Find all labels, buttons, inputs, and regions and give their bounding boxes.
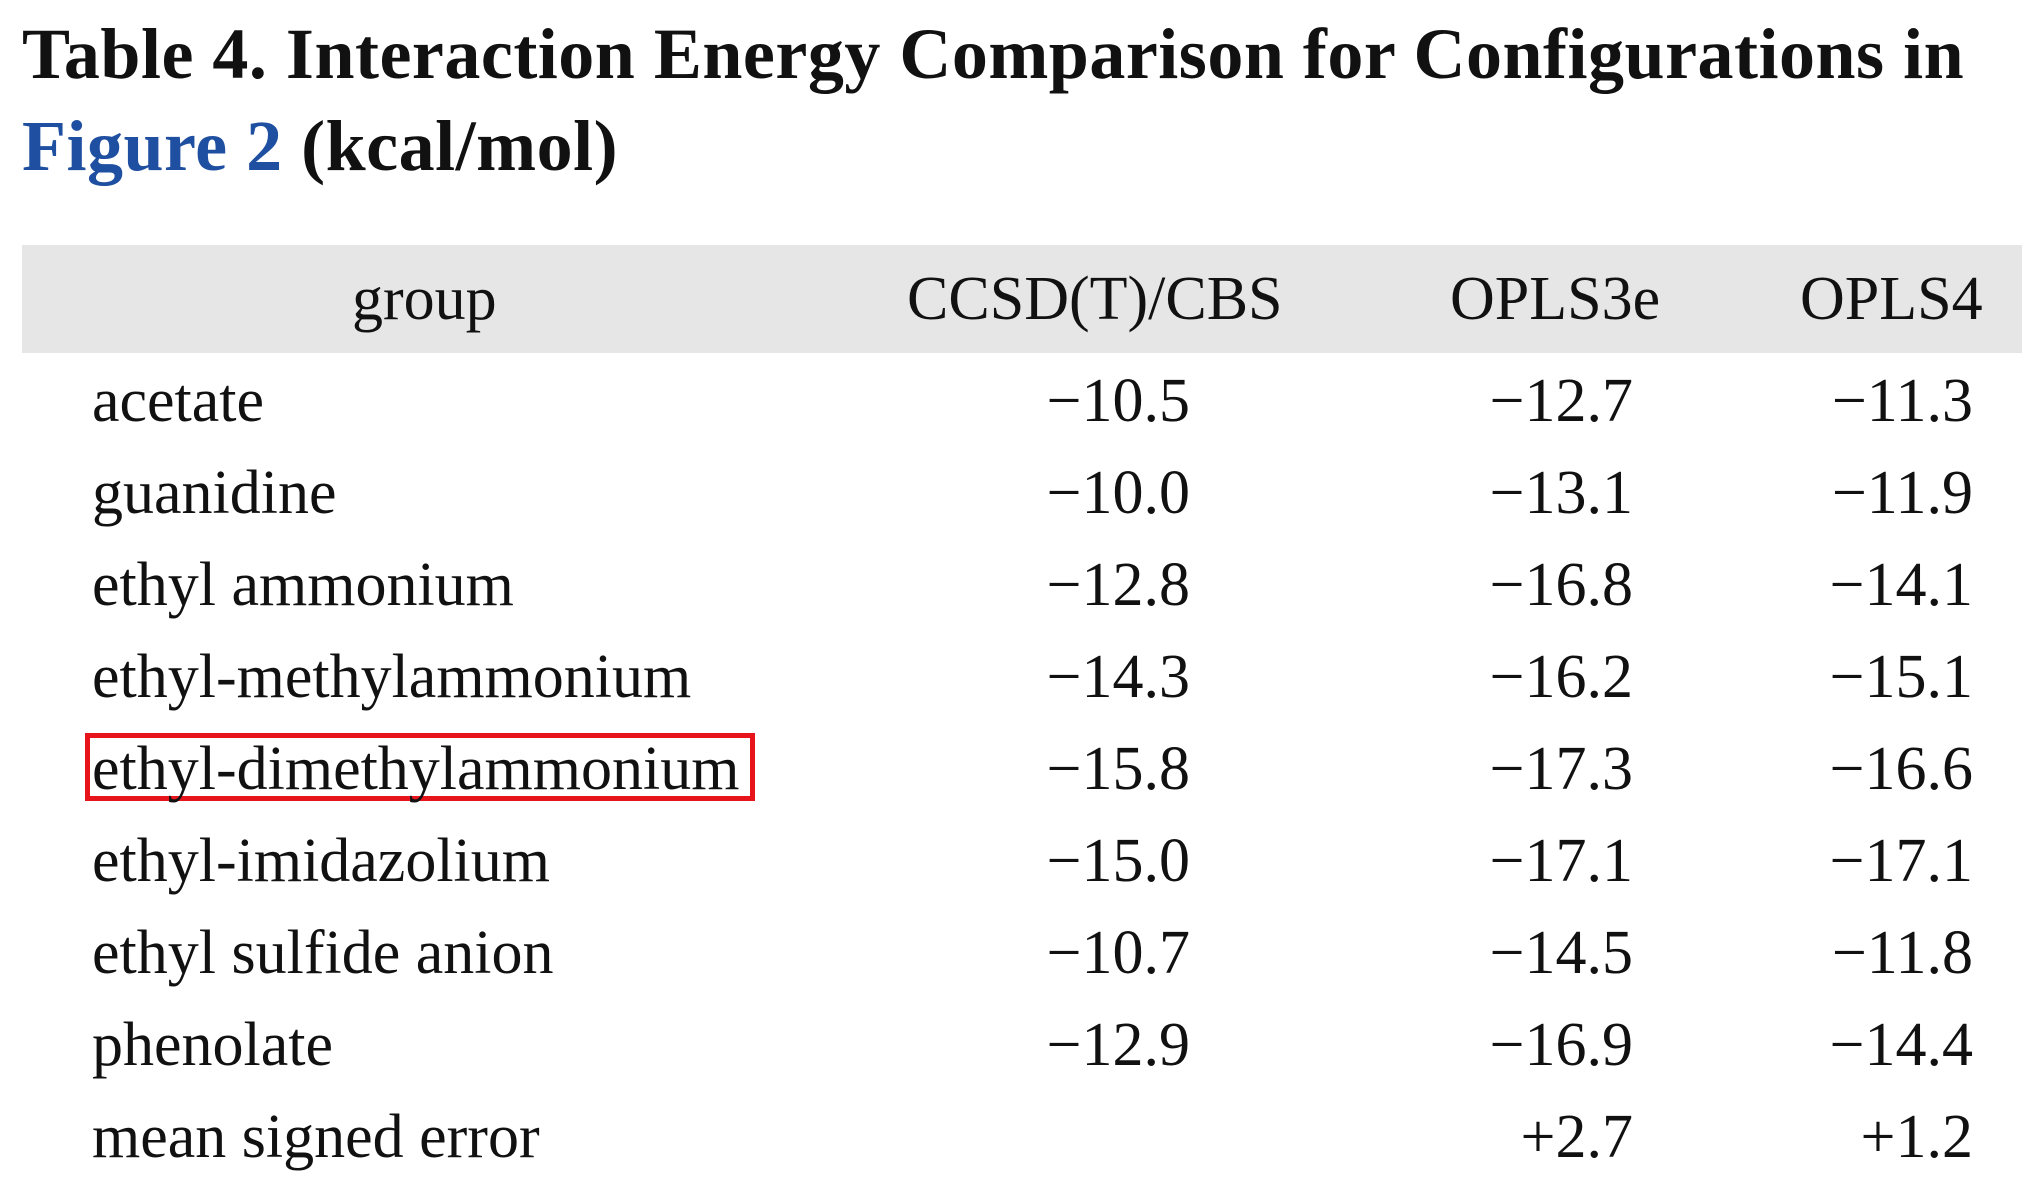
opls4-cell: −11.9 <box>1831 459 1973 527</box>
opls3e-cell: −14.5 <box>1489 919 1633 987</box>
table-row: guanidine −10.0 −13.1 −11.9 <box>0 447 2044 539</box>
ccsd-cell: −10.7 <box>1046 919 1190 987</box>
opls4-cell: −16.6 <box>1829 735 1973 803</box>
ccsd-cell: −15.0 <box>1046 827 1190 895</box>
group-cell: ethyl sulfide anion <box>92 919 554 987</box>
column-header-ccsd: CCSD(T)/CBS <box>907 265 1283 333</box>
group-cell: ethyl-dimethylammonium <box>92 735 740 803</box>
group-cell: guanidine <box>92 459 337 527</box>
group-cell: mean signed error <box>92 1103 540 1171</box>
caption-suffix: (kcal/mol) <box>282 106 619 186</box>
table-row-highlighted: ethyl-dimethylammonium −15.8 −17.3 −16.6 <box>0 723 2044 815</box>
ccsd-cell: −12.8 <box>1046 551 1190 619</box>
figure-2-link[interactable]: Figure 2 <box>22 106 283 186</box>
table-row: acetate −10.5 −12.7 −11.3 <box>0 355 2044 447</box>
opls4-cell: −14.1 <box>1829 551 1973 619</box>
table-row-summary: mean signed error +2.7 +1.2 <box>0 1091 2044 1183</box>
group-cell: acetate <box>92 367 265 435</box>
opls3e-cell: +2.7 <box>1520 1103 1633 1171</box>
opls3e-cell: −17.3 <box>1489 735 1633 803</box>
column-header-opls4: OPLS4 <box>1800 265 1983 333</box>
table-row: ethyl-imidazolium −15.0 −17.1 −17.1 <box>0 815 2044 907</box>
opls4-cell: −14.4 <box>1829 1011 1973 1079</box>
opls3e-cell: −17.1 <box>1489 827 1633 895</box>
opls3e-cell: −16.9 <box>1489 1011 1633 1079</box>
ccsd-cell: −10.0 <box>1046 459 1190 527</box>
table-header-band <box>22 245 2022 353</box>
opls4-cell: −11.8 <box>1831 919 1973 987</box>
group-cell: ethyl-methylammonium <box>92 643 692 711</box>
table-row: ethyl sulfide anion −10.7 −14.5 −11.8 <box>0 907 2044 999</box>
ccsd-cell: −14.3 <box>1046 643 1190 711</box>
opls3e-cell: −12.7 <box>1489 367 1633 435</box>
group-cell: phenolate <box>92 1011 334 1079</box>
group-cell: ethyl-imidazolium <box>92 827 551 895</box>
table-row: phenolate −12.9 −16.9 −14.4 <box>0 999 2044 1091</box>
ccsd-cell: −15.8 <box>1046 735 1190 803</box>
ccsd-cell: −10.5 <box>1046 367 1190 435</box>
ccsd-cell: −12.9 <box>1046 1011 1190 1079</box>
opls4-cell: −11.3 <box>1831 367 1973 435</box>
table-row: ethyl-methylammonium −14.3 −16.2 −15.1 <box>0 631 2044 723</box>
caption-prefix: Table 4. Interaction Energy Comparison f… <box>22 14 1965 94</box>
column-header-opls3e: OPLS3e <box>1450 265 1661 333</box>
column-header-group: group <box>352 265 497 333</box>
group-cell: ethyl ammonium <box>92 551 514 619</box>
opls4-cell: −17.1 <box>1829 827 1973 895</box>
table-body: acetate −10.5 −12.7 −11.3 guanidine −10.… <box>0 355 2044 1183</box>
opls3e-cell: −16.2 <box>1489 643 1633 711</box>
opls3e-cell: −13.1 <box>1489 459 1633 527</box>
table-row: ethyl ammonium −12.8 −16.8 −14.1 <box>0 539 2044 631</box>
opls4-cell: +1.2 <box>1860 1103 1973 1171</box>
table-caption: Table 4. Interaction Energy Comparison f… <box>22 8 2022 192</box>
highlight-box <box>85 733 755 801</box>
opls4-cell: −15.1 <box>1829 643 1973 711</box>
opls3e-cell: −16.8 <box>1489 551 1633 619</box>
